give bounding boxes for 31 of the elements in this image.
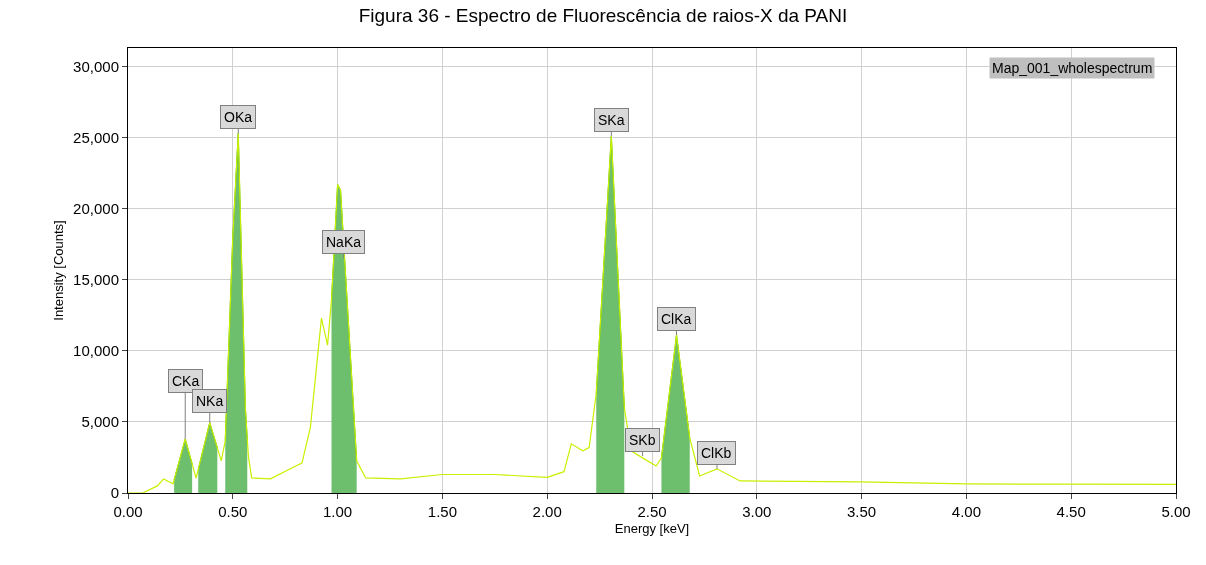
chart-title: Figura 36 - Espectro de Fluorescência de raios-X da PANI [358,4,848,26]
line-series [128,132,1176,493]
x-tick-label: 3.50 [847,503,877,520]
x-tick-label: 0.00 [113,503,143,520]
annotation: ClKa [661,311,692,327]
y-tick-label: 15,000 [73,270,119,288]
annotation: OKa [224,109,253,125]
x-tick-label: 2.50 [637,503,667,520]
annotation: CKa [172,373,200,389]
x-tick-label: 1.50 [427,503,457,520]
annotation: SKa [598,112,625,128]
y-tick-label: 10,000 [73,342,119,360]
y-tick-label: 30,000 [73,57,119,75]
x-tick-label: 1.00 [323,503,353,520]
y-tick-label: 20,000 [73,199,119,217]
annotation: NaKa [326,234,362,250]
x-tick-label: 4.50 [1056,503,1086,520]
x-tick-label: 0.50 [218,503,248,520]
y-tick-label: 0 [110,484,119,502]
x-tick-label: 4.00 [951,503,981,520]
annotation: ClKb [701,445,732,461]
annotation: Map_001_wholespectrum [992,60,1153,76]
x-tick-label: 5.00 [1161,503,1191,520]
x-tick-label: 3.00 [742,503,772,520]
annotation: NKa [196,393,224,409]
x-tick-label: 2.00 [532,503,562,520]
y-axis-title: Intensity [Counts] [51,220,67,321]
y-tick-label: 5,000 [81,413,119,431]
annotation: SKb [629,432,656,448]
y-tick-label: 25,000 [73,128,119,146]
x-axis-title: Energy [keV] [614,520,690,536]
